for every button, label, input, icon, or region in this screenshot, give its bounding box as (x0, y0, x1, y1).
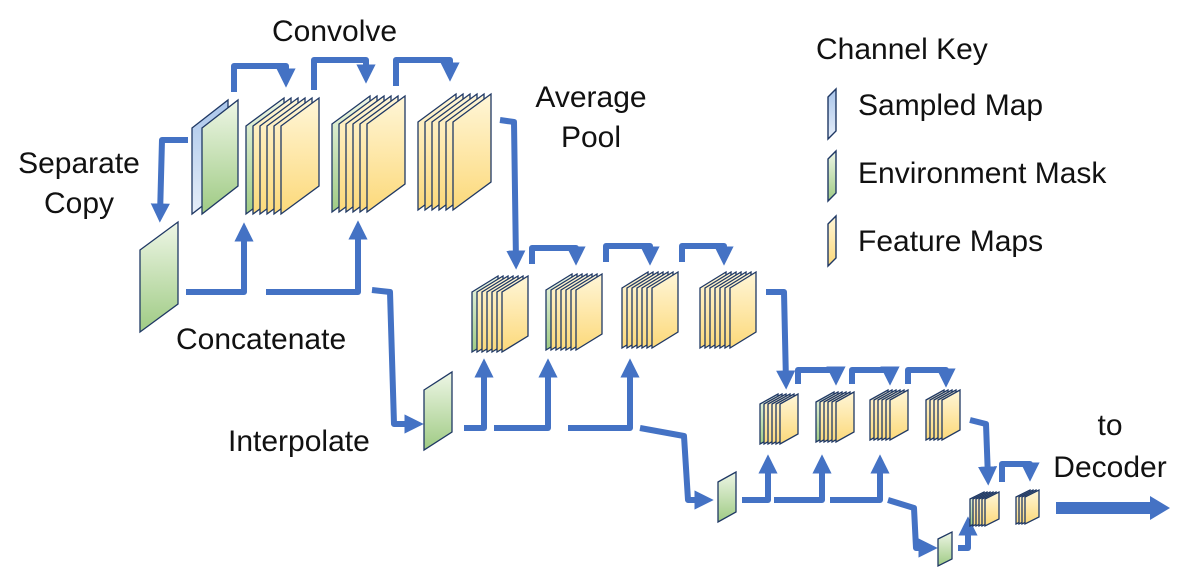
to-decoder-label-line1: to (1097, 409, 1123, 442)
separate-copy-label-line1: Separate (18, 147, 140, 180)
environment-mask-channel (139, 220, 179, 334)
average-pool-arrow (499, 117, 526, 270)
legend-item-feature-maps: Feature Maps (858, 225, 1044, 258)
separate-copy-label-line2: Copy (43, 187, 115, 220)
average-pool-arrow (969, 417, 998, 486)
average-pool-label-line1: Average (535, 81, 647, 114)
concatenate-arrow (958, 516, 978, 551)
feature-map-channel (984, 490, 1000, 528)
legend-swatch-sampled-map (827, 87, 837, 141)
feature-map-channel (452, 92, 492, 212)
average-pool-label-line2: Pool (560, 121, 622, 154)
convolve-arrow (529, 245, 586, 266)
convolve-arrow (999, 461, 1040, 482)
legend-item-sampled-map: Sampled Map (858, 89, 1044, 122)
concatenate-label: Concatenate (176, 323, 347, 356)
feature-map-channel (889, 388, 909, 442)
feature-map-channel (280, 96, 320, 216)
feature-map-channel (729, 270, 757, 350)
average-pool-arrow (766, 289, 796, 390)
legend-item-environment-mask: Environment Mask (858, 157, 1107, 190)
convolve-arrow (393, 57, 460, 86)
to-decoder-label: to Decoder (1040, 408, 1180, 486)
concatenate-arrow (464, 358, 494, 431)
feature-map-channel (941, 388, 961, 442)
convolve-arrow (849, 366, 900, 386)
convolve-arrow (231, 63, 296, 92)
interpolate-label: Interpolate (228, 425, 370, 458)
concatenate-arrow (186, 222, 254, 295)
feature-map-channel (835, 390, 855, 444)
environment-mask-channel (201, 98, 239, 216)
to-decoder-label-line2: Decoder (1053, 451, 1167, 484)
legend-title: Channel Key (816, 33, 988, 66)
separate-copy-arrow (150, 137, 188, 223)
convolve-arrow (905, 367, 956, 388)
environment-mask-channel (937, 530, 953, 568)
concatenate-arrow (266, 220, 368, 295)
legend-swatch-environment-mask (827, 149, 837, 203)
feature-map-channel (1024, 488, 1040, 526)
environment-mask-channel (423, 370, 453, 452)
concatenate-arrow (494, 358, 558, 431)
environment-mask-channel (717, 470, 737, 524)
concatenate-arrow (742, 454, 778, 503)
average-pool-label: Average Pool (526, 80, 656, 156)
concatenate-arrow (830, 454, 890, 503)
convolve-label: Convolve (272, 15, 398, 48)
separate-copy-label: Separate Copy (8, 146, 150, 222)
convolve-arrow (795, 366, 846, 386)
legend-swatch-feature-maps (827, 214, 837, 268)
feature-map-channel (501, 274, 529, 354)
feature-map-channel (651, 270, 679, 350)
to-decoder-arrow (1056, 496, 1170, 520)
flow-arrows (150, 57, 1040, 558)
feature-map-channel (366, 94, 406, 214)
channel-stacks (139, 92, 1040, 568)
interpolate-arrow (371, 287, 424, 434)
convolve-arrow (603, 243, 660, 266)
convolve-arrow (311, 57, 376, 90)
convolve-arrow (679, 243, 734, 266)
interpolate-arrow (639, 425, 714, 510)
feature-map-channel (575, 272, 603, 352)
interpolate-arrow (887, 497, 938, 558)
concatenate-arrow (568, 358, 640, 431)
feature-map-channel (779, 392, 799, 446)
legend-swatches (827, 87, 837, 268)
concatenate-arrow (774, 454, 832, 503)
